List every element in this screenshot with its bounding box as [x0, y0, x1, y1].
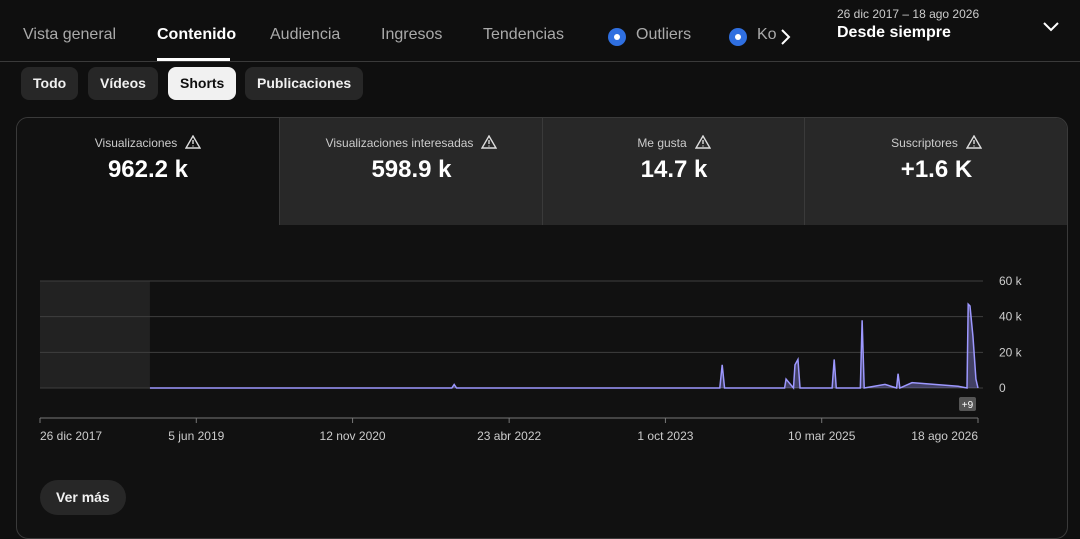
metric-value: 598.9 k [371, 156, 452, 183]
metric-card[interactable]: Visualizaciones interesadas 598.9 k [279, 118, 543, 225]
x-tick-label: 1 oct 2023 [637, 429, 693, 443]
tab[interactable]: Vista general [23, 26, 117, 43]
y-tick-label: 60 k [999, 274, 1023, 288]
chart-card: Visualizaciones 962.2 k Visualizaciones in… [16, 117, 1068, 539]
warning-icon [965, 134, 983, 149]
tab[interactable]: Tendencias [483, 26, 564, 43]
x-tick-label: 26 dic 2017 [40, 429, 102, 443]
line [149, 302, 979, 390]
dropdown[interactable] [1040, 16, 1062, 38]
warning-icon [694, 134, 711, 149]
x-tick-label: 5 jun 2019 [168, 429, 224, 443]
metric-label: Visualizaciones [17, 134, 279, 150]
metric-card[interactable]: Visualizaciones 962.2 k [17, 118, 279, 225]
tab[interactable]: Audiencia [270, 26, 341, 43]
scroll-arrow[interactable] [775, 26, 795, 48]
metric-card[interactable]: Me gusta 14.7 k [542, 118, 805, 225]
tab[interactable]: Ingresos [381, 26, 443, 43]
x-tick-label: 10 mar 2025 [788, 429, 856, 443]
y-tick-label: 20 k [999, 345, 1023, 359]
end-badge: +9 [962, 400, 974, 411]
date-label[interactable]: Desde siempre [837, 24, 951, 41]
filter-chip[interactable]: Publicaciones [245, 67, 364, 100]
metric-label: Me gusta [543, 134, 805, 150]
divider [0, 61, 1080, 62]
no-data-region [40, 281, 150, 388]
tab[interactable]: Contenido [157, 26, 237, 43]
tab-icon [608, 28, 626, 46]
tab[interactable]: Outliers [636, 26, 692, 43]
metric-value: 962.2 k [107, 156, 189, 183]
metric-label: Visualizaciones interesadas [280, 134, 543, 150]
badge-bg [959, 397, 976, 411]
x-tick-label: 12 nov 2020 [320, 429, 386, 443]
x-tick-label: 18 ago 2026 [911, 429, 978, 443]
y-tick-label: 40 k [999, 310, 1023, 324]
x-tick-label: 23 abr 2022 [477, 429, 541, 443]
warning-icon [481, 134, 498, 149]
tab-icon [729, 28, 747, 46]
metric-value: 14.7 k [640, 156, 708, 183]
date-range: 26 dic 2017 – 18 ago 2026 [837, 7, 980, 21]
tab[interactable]: Ko [757, 26, 777, 43]
filter-chip[interactable]: Shorts [168, 67, 237, 100]
filter-chip[interactable]: Vídeos [88, 67, 158, 100]
warning-icon [185, 134, 202, 149]
tab-indicator [157, 58, 230, 61]
page: Vista general Contenido Audiencia Ingresos T… [0, 7, 1080, 539]
metric-value: +1.6 K [900, 156, 973, 183]
metric-label: Suscriptores [805, 134, 1067, 150]
more-button[interactable]: Ver más [40, 480, 126, 515]
filter-chip[interactable]: Todo [21, 67, 79, 100]
chart: 0 20 k 40 k 60 k 26 dic 2017 5 jun 2019 12 nov… [39, 274, 1023, 443]
y-tick-label: 0 [999, 381, 1006, 395]
metric-card[interactable]: Suscriptores +1.6 K [804, 118, 1067, 225]
